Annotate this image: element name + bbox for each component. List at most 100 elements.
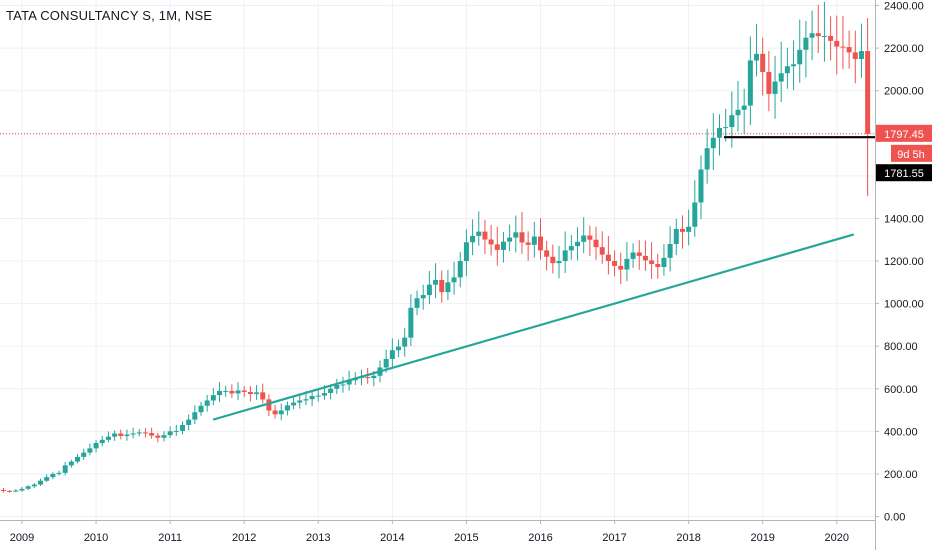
candle-body xyxy=(62,465,68,473)
candle-body xyxy=(513,232,519,238)
candle-body xyxy=(173,430,179,432)
price-tick-label: 0.00 xyxy=(884,512,905,524)
price-tick-label: 600.00 xyxy=(884,384,918,396)
candle-body xyxy=(142,432,148,434)
price-tick-label: 2000.00 xyxy=(884,86,924,98)
candle-body xyxy=(136,432,142,434)
candle-body xyxy=(834,40,840,47)
candle-body xyxy=(716,127,722,138)
candle-body xyxy=(445,282,451,293)
candle-body xyxy=(488,239,494,245)
candle-body xyxy=(365,377,371,379)
candle-body xyxy=(118,433,124,437)
candle-body xyxy=(297,400,303,403)
candle-body xyxy=(482,231,488,240)
candle-body xyxy=(525,242,531,245)
candle-body xyxy=(772,81,778,94)
candle-body xyxy=(235,390,241,394)
candle-body xyxy=(260,392,266,400)
time-tick-label: 2020 xyxy=(825,532,849,544)
candle-body xyxy=(507,237,513,242)
candle-body xyxy=(451,277,457,283)
candle-body xyxy=(692,202,698,227)
candle-body xyxy=(186,419,192,425)
time-tick-label: 2019 xyxy=(750,532,774,544)
candle-body xyxy=(291,402,297,406)
candle-body xyxy=(673,228,679,244)
candle-body xyxy=(476,231,482,236)
candle-body xyxy=(593,239,599,248)
candle-body xyxy=(599,247,605,255)
price-tick-label: 200.00 xyxy=(884,469,918,481)
time-tick-label: 2011 xyxy=(158,532,182,544)
candle-body xyxy=(828,35,834,41)
candle-body xyxy=(105,436,111,440)
candle-body xyxy=(229,390,235,394)
candle-body xyxy=(328,388,334,394)
candle-body xyxy=(470,235,476,243)
candle-body xyxy=(402,337,408,347)
candle-body xyxy=(93,443,99,449)
price-tick-label: 1400.00 xyxy=(884,213,924,225)
candle-body xyxy=(75,456,81,462)
candle-body xyxy=(383,358,389,368)
candle-body xyxy=(56,472,62,474)
candle-body xyxy=(99,439,105,444)
candle-body xyxy=(389,350,395,359)
candle-body xyxy=(667,243,673,258)
candle-body xyxy=(803,37,809,50)
candle-body xyxy=(149,433,155,436)
candle-body xyxy=(31,484,37,487)
candle-body xyxy=(679,228,685,232)
candle-body xyxy=(414,298,420,308)
candle-body xyxy=(371,375,377,379)
candle-body xyxy=(710,137,716,149)
candle-body xyxy=(531,236,537,245)
time-tick-label: 2014 xyxy=(380,532,404,544)
candle-body xyxy=(303,399,309,401)
candle-body xyxy=(433,279,439,285)
candle-body xyxy=(457,261,463,278)
candle-body xyxy=(130,433,136,435)
candle-body xyxy=(81,452,87,457)
candle-body xyxy=(210,395,216,401)
candle-body xyxy=(735,109,741,116)
candle-body xyxy=(112,433,118,437)
candle-body xyxy=(575,241,581,247)
time-tick-label: 2012 xyxy=(232,532,256,544)
price-tick-label: 800.00 xyxy=(884,341,918,353)
grid-layer xyxy=(0,0,875,520)
candle-body xyxy=(315,395,321,397)
candle-body xyxy=(0,489,6,491)
candle-body xyxy=(865,51,871,134)
candle-body xyxy=(7,490,13,492)
candle-body xyxy=(278,410,284,415)
candle-body xyxy=(624,258,630,270)
candle-body xyxy=(519,232,525,243)
candle-body xyxy=(686,226,692,232)
candle-body xyxy=(500,241,506,250)
candle-body xyxy=(346,380,352,385)
candle-body xyxy=(179,424,185,431)
candle-body xyxy=(587,235,593,240)
candle-body xyxy=(636,252,642,256)
candle-body xyxy=(544,250,550,257)
candle-body xyxy=(815,33,821,37)
candle-body xyxy=(858,51,864,59)
candle-body xyxy=(809,33,815,38)
candle-body xyxy=(439,279,445,293)
candle-body xyxy=(192,412,198,420)
candle-body xyxy=(741,105,747,110)
candle-body xyxy=(25,486,31,489)
candle-body xyxy=(494,244,500,250)
countdown-badge xyxy=(891,144,932,162)
candle-body xyxy=(266,399,272,411)
candle-body xyxy=(204,400,210,406)
price-tick-label: 2400.00 xyxy=(884,1,924,13)
countdown-label: 9d 5h xyxy=(897,149,925,161)
candle-body xyxy=(747,60,753,106)
candle-body xyxy=(254,392,260,395)
candle-body xyxy=(760,53,766,72)
price-tick-label: 400.00 xyxy=(884,426,918,438)
